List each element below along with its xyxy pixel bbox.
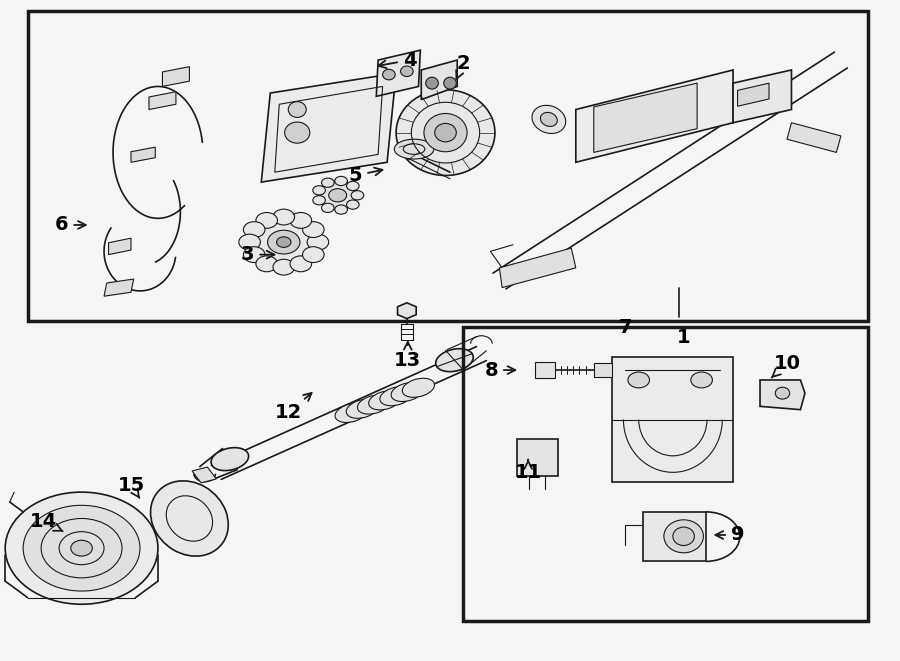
Text: 14: 14 bbox=[31, 512, 63, 531]
Polygon shape bbox=[518, 440, 558, 476]
Ellipse shape bbox=[321, 203, 334, 212]
Text: 5: 5 bbox=[349, 166, 382, 185]
Polygon shape bbox=[149, 92, 176, 110]
Ellipse shape bbox=[273, 259, 294, 275]
Text: 6: 6 bbox=[55, 215, 86, 235]
Ellipse shape bbox=[288, 102, 306, 118]
Text: 3: 3 bbox=[241, 245, 274, 264]
Polygon shape bbox=[261, 73, 396, 182]
Text: 10: 10 bbox=[771, 354, 800, 377]
Ellipse shape bbox=[435, 124, 456, 142]
Polygon shape bbox=[104, 279, 134, 296]
Ellipse shape bbox=[346, 399, 379, 418]
Ellipse shape bbox=[444, 77, 456, 89]
Ellipse shape bbox=[357, 395, 390, 414]
Polygon shape bbox=[421, 60, 457, 100]
Ellipse shape bbox=[313, 186, 326, 195]
Ellipse shape bbox=[335, 403, 367, 422]
Ellipse shape bbox=[392, 383, 423, 401]
Ellipse shape bbox=[664, 520, 704, 553]
Ellipse shape bbox=[313, 196, 326, 205]
Ellipse shape bbox=[273, 209, 294, 225]
Polygon shape bbox=[131, 147, 156, 163]
Polygon shape bbox=[594, 364, 612, 377]
Ellipse shape bbox=[396, 90, 495, 175]
Ellipse shape bbox=[302, 247, 324, 262]
Polygon shape bbox=[576, 70, 734, 163]
Ellipse shape bbox=[335, 205, 347, 214]
Text: 8: 8 bbox=[484, 361, 516, 379]
Ellipse shape bbox=[212, 447, 248, 471]
Ellipse shape bbox=[402, 378, 435, 397]
Ellipse shape bbox=[775, 387, 789, 399]
Ellipse shape bbox=[276, 237, 291, 247]
Ellipse shape bbox=[369, 391, 400, 410]
Ellipse shape bbox=[243, 221, 265, 237]
Polygon shape bbox=[594, 83, 698, 153]
Ellipse shape bbox=[400, 66, 413, 77]
Ellipse shape bbox=[267, 230, 300, 254]
Polygon shape bbox=[192, 467, 216, 483]
Ellipse shape bbox=[249, 217, 318, 267]
Polygon shape bbox=[734, 70, 791, 123]
Ellipse shape bbox=[328, 188, 346, 202]
Polygon shape bbox=[162, 67, 189, 87]
Ellipse shape bbox=[307, 234, 328, 250]
Ellipse shape bbox=[424, 114, 467, 152]
Ellipse shape bbox=[256, 256, 277, 272]
Polygon shape bbox=[644, 512, 706, 561]
Polygon shape bbox=[536, 362, 555, 378]
Text: 2: 2 bbox=[456, 54, 471, 79]
Text: 4: 4 bbox=[378, 50, 417, 69]
Ellipse shape bbox=[5, 492, 158, 604]
Polygon shape bbox=[787, 123, 841, 153]
Ellipse shape bbox=[290, 212, 311, 228]
Ellipse shape bbox=[238, 234, 260, 250]
Ellipse shape bbox=[243, 247, 265, 262]
Ellipse shape bbox=[540, 112, 557, 126]
Ellipse shape bbox=[380, 387, 412, 406]
Ellipse shape bbox=[351, 190, 364, 200]
Text: 13: 13 bbox=[394, 342, 421, 369]
Ellipse shape bbox=[394, 139, 434, 159]
Ellipse shape bbox=[346, 200, 359, 210]
Polygon shape bbox=[398, 303, 416, 319]
Ellipse shape bbox=[290, 256, 311, 272]
Text: 9: 9 bbox=[716, 525, 744, 545]
Ellipse shape bbox=[284, 122, 310, 143]
Ellipse shape bbox=[71, 540, 93, 556]
Ellipse shape bbox=[23, 505, 140, 591]
Polygon shape bbox=[612, 357, 733, 483]
Polygon shape bbox=[738, 83, 769, 106]
Ellipse shape bbox=[346, 181, 359, 190]
Polygon shape bbox=[109, 238, 131, 254]
Bar bbox=[464, 327, 868, 621]
Ellipse shape bbox=[256, 212, 277, 228]
Ellipse shape bbox=[532, 105, 566, 134]
Polygon shape bbox=[376, 50, 420, 97]
Ellipse shape bbox=[302, 221, 324, 237]
Text: 1: 1 bbox=[677, 328, 690, 346]
Text: 15: 15 bbox=[117, 476, 145, 498]
Text: 11: 11 bbox=[515, 460, 542, 482]
Ellipse shape bbox=[335, 176, 347, 186]
Text: 12: 12 bbox=[274, 393, 311, 422]
Ellipse shape bbox=[426, 77, 438, 89]
Ellipse shape bbox=[673, 527, 695, 545]
Ellipse shape bbox=[150, 481, 229, 556]
Ellipse shape bbox=[628, 372, 650, 388]
Bar bbox=[28, 11, 868, 321]
Text: 7: 7 bbox=[618, 318, 632, 336]
Ellipse shape bbox=[691, 372, 713, 388]
Ellipse shape bbox=[318, 180, 357, 210]
Polygon shape bbox=[760, 380, 805, 410]
Polygon shape bbox=[500, 248, 576, 288]
Ellipse shape bbox=[321, 178, 334, 187]
Ellipse shape bbox=[382, 69, 395, 80]
Ellipse shape bbox=[436, 349, 473, 371]
